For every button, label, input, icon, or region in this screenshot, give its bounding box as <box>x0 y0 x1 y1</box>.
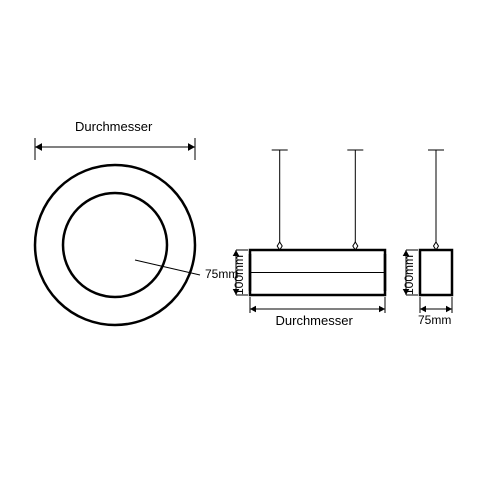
front-height-label: 100mm <box>232 255 246 295</box>
diagram-stage: Durchmesser 75mm 100mm Durchmesser 100mm… <box>0 0 500 500</box>
diagram-svg <box>0 0 500 500</box>
front-diameter-label: Durchmesser <box>276 313 353 328</box>
side-width-label: 75mm <box>418 313 451 327</box>
top-diameter-label: Durchmesser <box>75 119 152 134</box>
side-height-label: 100mm <box>402 255 416 295</box>
